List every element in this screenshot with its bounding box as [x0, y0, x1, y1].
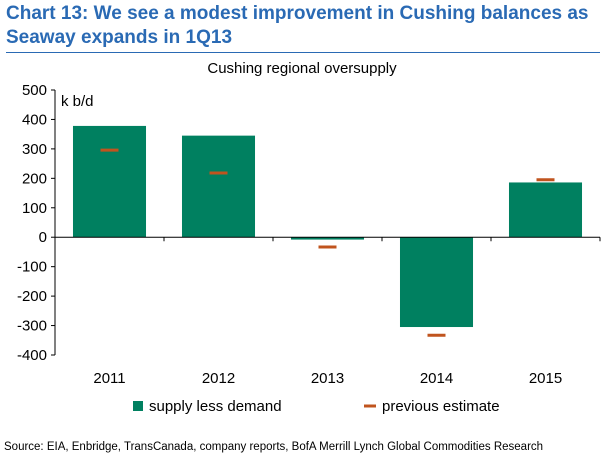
heading-divider [6, 52, 600, 53]
y-tick-label: 400 [22, 111, 47, 128]
bar-2015 [508, 182, 583, 238]
bar-2012 [181, 135, 256, 238]
x-tick-label: 2011 [93, 370, 125, 387]
chart-title: Cushing regional oversupply [207, 60, 397, 77]
x-tick-label: 2015 [529, 370, 562, 387]
y-tick-label: -400 [17, 347, 47, 364]
x-tick-label: 2014 [420, 370, 453, 387]
bar-2014 [399, 237, 474, 328]
bar-2013 [290, 237, 365, 240]
y-tick-label: 300 [22, 141, 47, 158]
x-tick-label: 2012 [202, 370, 235, 387]
bar-2011 [72, 125, 147, 238]
y-tick-label: 500 [22, 82, 47, 99]
legend-swatch-bars [133, 401, 143, 411]
y-tick-label: -300 [17, 318, 47, 335]
y-tick-label: 200 [22, 170, 47, 187]
legend-label-markers: previous estimate [382, 398, 500, 415]
x-tick-label: 2013 [311, 370, 344, 387]
y-tick-label: 0 [39, 229, 47, 246]
chart-heading-line-1: Chart 13: We see a modest improvement in… [6, 3, 589, 24]
y-axis-unit-label: k b/d [61, 93, 94, 110]
legend-label-bars: supply less demand [149, 398, 282, 415]
source-note: Source: EIA, Enbridge, TransCanada, comp… [4, 441, 544, 453]
y-tick-label: -100 [17, 259, 47, 276]
chart-heading: Chart 13: We see a modest improvement in… [6, 2, 598, 50]
y-tick-label: -200 [17, 288, 47, 305]
chart-heading-line-2: Seaway expands in 1Q13 [6, 27, 233, 48]
y-tick-label: 100 [22, 200, 47, 217]
